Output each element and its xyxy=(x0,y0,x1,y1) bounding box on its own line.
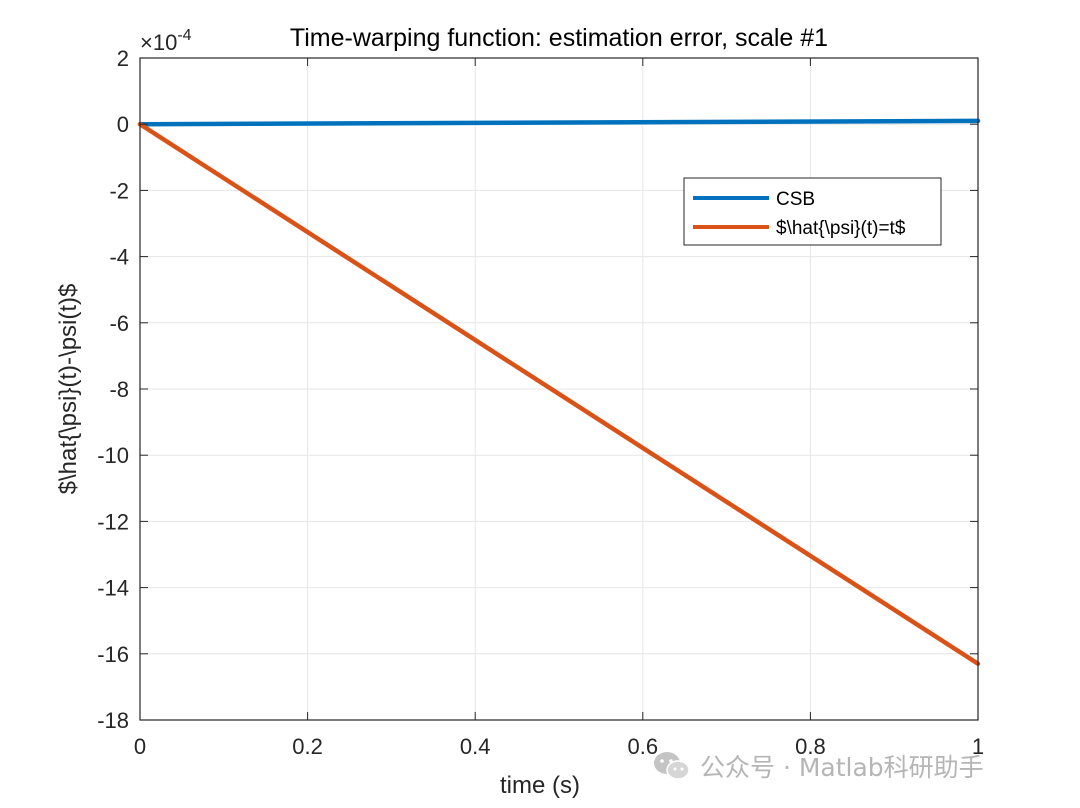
tick-marks xyxy=(139,57,979,721)
legend-box xyxy=(683,177,942,246)
legend-label-csb: CSB xyxy=(776,189,815,210)
y-tick-label: -2 xyxy=(109,178,129,203)
x-tick-label: 0.6 xyxy=(628,734,659,759)
y-exponent: ×10-4 xyxy=(140,27,192,55)
y-tick-label: -12 xyxy=(97,509,129,534)
x-tick-label: 0 xyxy=(134,734,146,759)
y-axis-label: $\hat{\psi}(t)-\psi(t)$ xyxy=(55,284,82,495)
legend-label-identity: $\hat{\psi}(t)=t$ xyxy=(776,218,906,239)
y-tick-label: -16 xyxy=(97,642,129,667)
wechat-icon xyxy=(654,752,690,780)
y-tick-label: 0 xyxy=(117,112,129,137)
tick-labels: 0 0.2 0.4 0.6 0.8 1 2 0 -2 -4 -6 -8 -10 -12 -14 -16 -18 xyxy=(97,46,984,759)
x-tick-label: 0.2 xyxy=(292,734,323,759)
y-tick-label: -6 xyxy=(109,311,129,336)
watermark-text: 公众号 · Matlab科研助手 xyxy=(700,753,984,782)
watermark: 公众号 · Matlab科研助手 xyxy=(652,748,984,784)
legend: CSB $\hat{\psi}(t)=t$ xyxy=(683,177,942,246)
x-tick-label: 0.8 xyxy=(795,734,826,759)
x-tick-label: 0.4 xyxy=(460,734,491,759)
x-tick-label: 1 xyxy=(972,734,984,759)
x-axis-label: time (s) xyxy=(500,772,580,799)
series-line-csb xyxy=(137,118,981,127)
y-tick-label: 2 xyxy=(117,46,129,71)
chart-title: Time-warping function: estimation error,… xyxy=(290,24,828,52)
y-tick-label: -18 xyxy=(97,708,129,733)
y-tick-label: -14 xyxy=(97,576,129,601)
series-group xyxy=(137,118,981,666)
y-tick-label: -10 xyxy=(97,443,129,468)
y-tick-label: -8 xyxy=(109,377,129,402)
series-line-identity xyxy=(137,121,981,666)
y-tick-label: -4 xyxy=(109,245,129,270)
